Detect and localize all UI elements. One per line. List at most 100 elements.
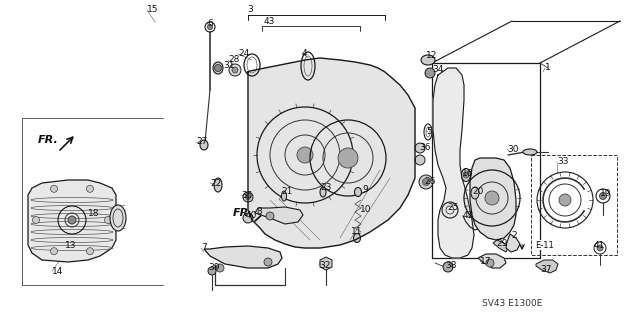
Text: 4: 4 <box>302 48 308 57</box>
Text: 28: 28 <box>228 56 239 64</box>
Text: 29: 29 <box>496 239 508 248</box>
Circle shape <box>415 155 425 165</box>
Circle shape <box>33 217 40 224</box>
Text: 11: 11 <box>351 227 362 236</box>
Text: 10: 10 <box>360 205 371 214</box>
Polygon shape <box>493 240 508 252</box>
Text: 8: 8 <box>256 206 262 216</box>
Text: 42: 42 <box>463 211 474 219</box>
Text: 17: 17 <box>480 256 492 265</box>
Polygon shape <box>255 207 303 224</box>
Polygon shape <box>320 257 332 270</box>
Text: 34: 34 <box>432 65 444 75</box>
Circle shape <box>297 147 313 163</box>
Bar <box>531 155 617 255</box>
Circle shape <box>415 143 425 153</box>
Text: 30: 30 <box>507 145 518 153</box>
Circle shape <box>68 216 76 224</box>
Polygon shape <box>470 158 516 240</box>
Ellipse shape <box>213 62 223 74</box>
Polygon shape <box>506 234 520 252</box>
Circle shape <box>485 191 499 205</box>
Text: 5: 5 <box>426 127 432 136</box>
Text: 12: 12 <box>426 50 437 60</box>
Circle shape <box>443 262 453 272</box>
Circle shape <box>266 212 274 220</box>
Polygon shape <box>536 260 558 273</box>
Text: 27: 27 <box>196 137 207 146</box>
Circle shape <box>243 192 253 202</box>
Circle shape <box>463 172 469 178</box>
Text: E-11: E-11 <box>535 241 554 249</box>
Text: 1: 1 <box>545 63 551 72</box>
Text: SV43 E1300E: SV43 E1300E <box>482 299 542 308</box>
Circle shape <box>216 264 224 272</box>
Ellipse shape <box>110 205 126 231</box>
Polygon shape <box>433 68 474 258</box>
Text: 21: 21 <box>281 188 292 197</box>
Circle shape <box>264 258 272 266</box>
Ellipse shape <box>421 55 435 65</box>
Text: 39: 39 <box>208 263 220 272</box>
Text: 6: 6 <box>207 19 212 27</box>
Ellipse shape <box>355 188 362 197</box>
Polygon shape <box>248 58 415 248</box>
Circle shape <box>243 213 253 223</box>
Circle shape <box>214 64 221 71</box>
Text: 33: 33 <box>557 158 568 167</box>
Text: 19: 19 <box>600 189 611 197</box>
Ellipse shape <box>320 187 326 197</box>
Text: 37: 37 <box>540 265 552 275</box>
Polygon shape <box>204 246 282 268</box>
Circle shape <box>51 185 58 192</box>
Ellipse shape <box>353 234 360 242</box>
Text: 2: 2 <box>511 232 516 241</box>
Circle shape <box>51 248 58 255</box>
Text: 9: 9 <box>362 184 368 194</box>
Circle shape <box>425 68 435 78</box>
Text: 7: 7 <box>201 243 207 253</box>
Circle shape <box>207 25 212 29</box>
Text: 26: 26 <box>424 176 435 186</box>
Circle shape <box>338 148 358 168</box>
Text: 41: 41 <box>594 241 605 249</box>
Text: 31: 31 <box>223 61 234 70</box>
Text: 40: 40 <box>246 211 257 219</box>
Text: 22: 22 <box>210 179 221 188</box>
Circle shape <box>104 217 111 224</box>
Text: 32: 32 <box>319 261 330 270</box>
Text: 3: 3 <box>247 5 253 14</box>
Ellipse shape <box>461 168 470 182</box>
Circle shape <box>600 192 607 199</box>
Text: 38: 38 <box>445 261 456 270</box>
Polygon shape <box>478 254 506 268</box>
Text: 35: 35 <box>241 190 253 199</box>
Circle shape <box>422 179 429 186</box>
Text: FR.: FR. <box>233 208 253 218</box>
Ellipse shape <box>471 187 479 199</box>
Circle shape <box>246 195 250 199</box>
Circle shape <box>86 185 93 192</box>
Circle shape <box>559 194 571 206</box>
Circle shape <box>597 245 603 251</box>
Ellipse shape <box>214 178 222 192</box>
Text: 25: 25 <box>447 204 458 212</box>
Text: FR.: FR. <box>38 135 59 145</box>
Text: 15: 15 <box>147 5 159 14</box>
Circle shape <box>486 259 494 267</box>
Circle shape <box>232 67 238 73</box>
Ellipse shape <box>200 140 208 150</box>
Text: 43: 43 <box>264 18 275 26</box>
Polygon shape <box>28 180 116 262</box>
Circle shape <box>229 64 241 76</box>
Ellipse shape <box>282 191 287 201</box>
Text: 14: 14 <box>52 266 63 276</box>
Ellipse shape <box>523 149 537 155</box>
Circle shape <box>208 267 216 275</box>
Text: 13: 13 <box>65 241 77 250</box>
Circle shape <box>86 248 93 255</box>
Text: 23: 23 <box>320 182 332 191</box>
Circle shape <box>419 175 433 189</box>
Text: 16: 16 <box>462 168 474 177</box>
Text: 24: 24 <box>238 49 249 58</box>
